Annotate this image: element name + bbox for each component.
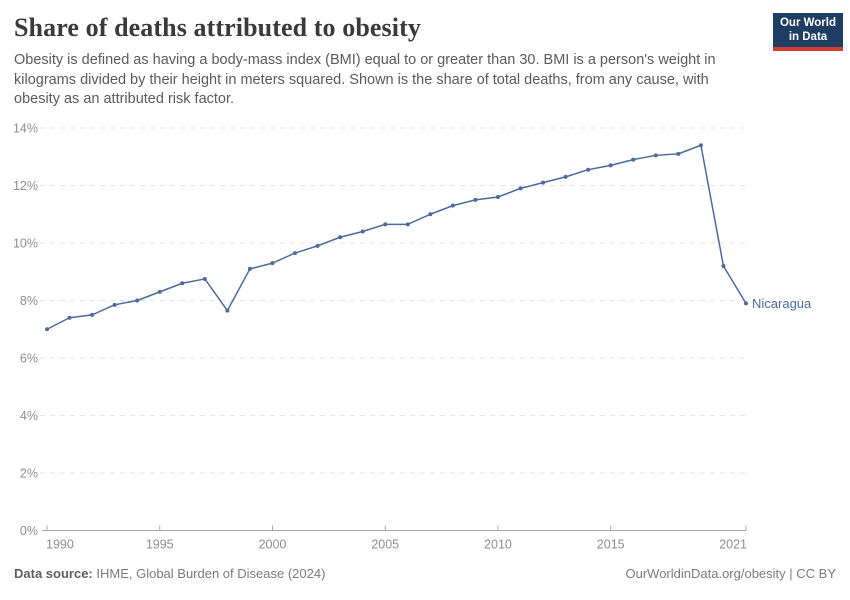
y-axis-tick-label: 0% — [20, 524, 38, 538]
y-axis-tick-label: 6% — [20, 352, 38, 366]
data-point — [518, 186, 523, 191]
data-point — [383, 222, 388, 227]
data-point — [676, 151, 681, 156]
data-point — [270, 261, 275, 266]
chart-subtitle: Obesity is defined as having a body-mass… — [14, 52, 716, 107]
data-point — [405, 222, 410, 227]
data-point — [315, 243, 320, 248]
data-point — [180, 281, 185, 286]
data-source-label: Data source: — [14, 566, 93, 581]
data-point — [90, 312, 95, 317]
data-point — [202, 276, 207, 281]
y-axis-tick-label: 12% — [13, 179, 38, 193]
y-axis-tick-label: 14% — [13, 122, 38, 136]
x-axis-tick-label: 2005 — [371, 538, 399, 552]
x-axis-tick-label: 2015 — [597, 538, 625, 552]
data-point — [631, 157, 636, 162]
data-point — [135, 298, 140, 303]
trend-line — [46, 144, 747, 330]
y-axis-tick-label: 10% — [13, 237, 38, 251]
data-point — [586, 167, 591, 172]
data-point — [338, 235, 343, 240]
data-point — [450, 203, 455, 208]
data-point — [495, 195, 500, 199]
y-axis-tick-label: 8% — [20, 294, 38, 308]
data-point — [247, 266, 252, 271]
x-axis-tick-label: 1990 — [46, 538, 74, 552]
page-title: Share of deaths attributed to obesity — [14, 13, 421, 42]
x-axis-tick-label: 2021 — [719, 538, 747, 552]
y-axis-tick-label: 2% — [20, 467, 38, 481]
data-point — [67, 315, 72, 320]
data-point — [744, 301, 748, 306]
data-point — [112, 302, 117, 307]
data-point — [428, 212, 433, 217]
x-axis-tick-label: 1995 — [146, 538, 174, 552]
owid-logo[interactable]: Our World in Data — [773, 13, 843, 51]
data-point — [721, 264, 726, 268]
owid-logo-line2: in Data — [788, 30, 828, 43]
data-source: Data source: IHME, Global Burden of Dise… — [14, 566, 325, 581]
data-point — [608, 163, 613, 168]
data-point — [225, 308, 230, 313]
x-axis-tick-label: 2000 — [259, 538, 287, 552]
data-point — [698, 143, 703, 148]
y-axis-tick-label: 4% — [20, 409, 38, 423]
x-axis-tick-label: 2010 — [484, 538, 512, 552]
data-point — [541, 180, 546, 185]
data-point — [157, 289, 162, 294]
footer-attribution[interactable]: OurWorldinData.org/obesity | CC BY — [625, 566, 837, 581]
data-point — [293, 251, 298, 256]
data-point — [473, 197, 478, 202]
data-point — [653, 153, 658, 158]
data-point — [45, 327, 49, 332]
owid-logo-line1: Our World — [779, 17, 836, 29]
chart-footer: Data source: IHME, Global Burden of Dise… — [14, 566, 836, 581]
data-point — [360, 229, 365, 234]
data-source-value: IHME, Global Burden of Disease (2024) — [92, 566, 326, 581]
series-end-label: Nicaragua — [752, 296, 812, 311]
data-point — [563, 174, 568, 179]
